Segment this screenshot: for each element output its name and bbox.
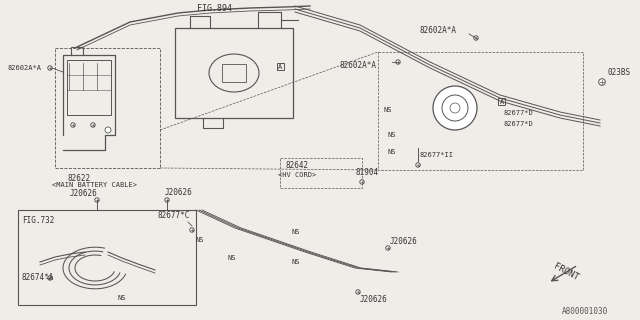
- Bar: [222, 64, 246, 82]
- Circle shape: [71, 123, 76, 127]
- Text: NS: NS: [292, 229, 301, 235]
- Text: 82602A*A: 82602A*A: [8, 65, 42, 71]
- Bar: [378, 52, 583, 170]
- Bar: [55, 48, 160, 168]
- Text: FRONT: FRONT: [552, 262, 580, 282]
- Text: J20626: J20626: [360, 295, 388, 305]
- Text: 82622: 82622: [68, 173, 91, 182]
- Text: 82602A*A: 82602A*A: [420, 26, 457, 35]
- Text: J20626: J20626: [165, 188, 193, 196]
- Text: NS: NS: [388, 132, 397, 138]
- Circle shape: [48, 66, 52, 70]
- Text: A800001030: A800001030: [562, 308, 608, 316]
- Text: NS: NS: [196, 237, 205, 243]
- Text: 81904: 81904: [355, 167, 378, 177]
- Circle shape: [416, 163, 420, 167]
- Circle shape: [165, 198, 169, 202]
- Text: 023BS: 023BS: [607, 68, 630, 76]
- Bar: [498, 98, 505, 105]
- Circle shape: [474, 36, 478, 40]
- Text: A: A: [499, 99, 504, 105]
- Circle shape: [386, 246, 390, 250]
- Text: NS: NS: [388, 149, 397, 155]
- Circle shape: [450, 103, 460, 113]
- Text: 82674*A: 82674*A: [22, 274, 54, 283]
- Circle shape: [48, 276, 52, 280]
- Text: NS: NS: [383, 107, 392, 113]
- Text: 82677*C: 82677*C: [158, 211, 190, 220]
- Text: J20626: J20626: [70, 188, 98, 197]
- Text: 82677*II: 82677*II: [420, 152, 454, 158]
- Text: NS: NS: [118, 295, 127, 301]
- Circle shape: [95, 198, 99, 202]
- Circle shape: [356, 290, 360, 294]
- Text: 82642: 82642: [285, 161, 308, 170]
- Circle shape: [396, 60, 400, 64]
- Text: <MAIN BATTERY CABLE>: <MAIN BATTERY CABLE>: [52, 182, 137, 188]
- Text: A: A: [278, 63, 283, 69]
- Text: 82677*D: 82677*D: [504, 110, 534, 116]
- Circle shape: [598, 79, 605, 85]
- Bar: [277, 63, 284, 70]
- Circle shape: [190, 228, 194, 232]
- Circle shape: [91, 123, 95, 127]
- Text: NS: NS: [228, 255, 237, 261]
- Bar: [18, 210, 196, 305]
- Text: NS: NS: [292, 259, 301, 265]
- Bar: [67, 60, 111, 115]
- Circle shape: [433, 86, 477, 130]
- Text: 82602A*A: 82602A*A: [340, 60, 377, 69]
- Bar: [175, 28, 293, 118]
- Text: J20626: J20626: [390, 236, 418, 245]
- Text: FIG.894: FIG.894: [197, 4, 232, 12]
- Text: FIG.732: FIG.732: [22, 215, 54, 225]
- Text: 82677*D: 82677*D: [504, 121, 534, 127]
- Text: <HV CORD>: <HV CORD>: [278, 172, 316, 178]
- Circle shape: [442, 95, 468, 121]
- Bar: [280, 158, 362, 188]
- Circle shape: [360, 180, 364, 184]
- Circle shape: [105, 127, 111, 133]
